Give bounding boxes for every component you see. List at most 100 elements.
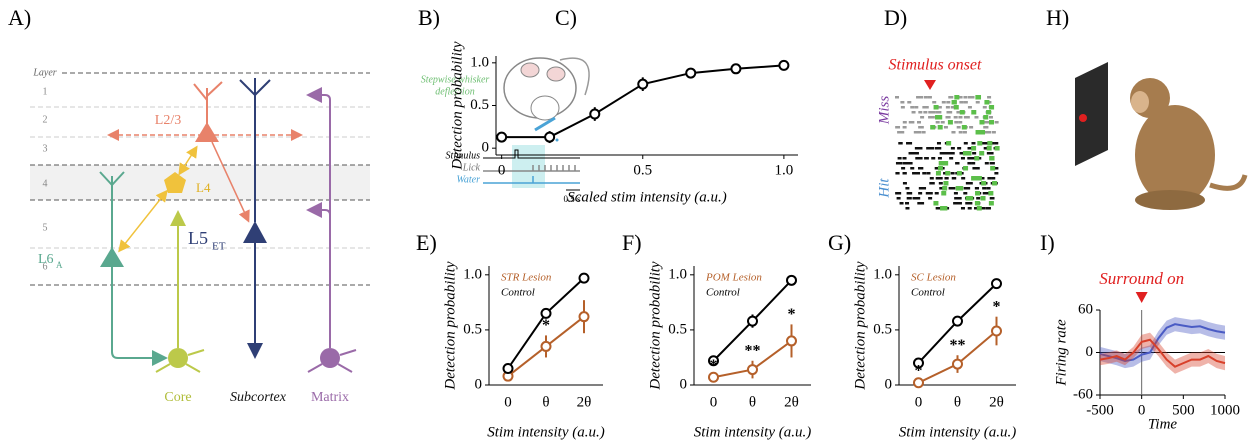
raster-tick bbox=[967, 207, 972, 210]
raster-tick bbox=[951, 177, 956, 180]
raster-tick bbox=[931, 111, 936, 114]
raster-tick bbox=[956, 126, 961, 129]
raster-tick bbox=[963, 142, 968, 145]
neuron-label-sub: A bbox=[56, 260, 63, 270]
monkey-face bbox=[1131, 91, 1149, 113]
y-tick-label: 0.5 bbox=[463, 321, 482, 337]
raster-tick bbox=[976, 197, 981, 200]
raster-tick bbox=[937, 147, 942, 150]
significance-mark: * bbox=[788, 306, 796, 323]
raster-tick bbox=[949, 96, 954, 99]
raster-tick bbox=[943, 152, 948, 155]
lick-mark bbox=[961, 125, 967, 130]
raster-tick bbox=[967, 157, 972, 160]
raster-tick bbox=[982, 187, 987, 190]
panel-label: H) bbox=[1046, 5, 1069, 30]
data-point bbox=[685, 67, 697, 79]
target-label: Matrix bbox=[311, 390, 349, 405]
panel-labels: A) B) C) D) E) F) G) H) I) bbox=[8, 5, 1069, 255]
lick-mark bbox=[989, 105, 995, 110]
raster-tick bbox=[902, 182, 907, 185]
raster-tick bbox=[905, 162, 910, 165]
whisker-label: Stepwise whisker bbox=[421, 74, 490, 85]
raster-tick bbox=[931, 157, 936, 160]
raster-tick bbox=[963, 192, 968, 195]
layer-numbers: 1 2 3 4 5 6 bbox=[43, 86, 48, 272]
raster-tick bbox=[910, 167, 915, 170]
lick-mark bbox=[935, 115, 941, 120]
raster-tick bbox=[926, 147, 931, 150]
raster-tick bbox=[918, 157, 923, 160]
lick-mark bbox=[992, 181, 998, 186]
y-tick-label: 60 bbox=[1078, 301, 1093, 317]
raster-tick bbox=[928, 116, 933, 119]
x-tick-label: 1000 bbox=[1210, 402, 1240, 418]
lick-mark bbox=[943, 161, 949, 166]
raster-tick bbox=[968, 182, 973, 185]
lick-mark bbox=[933, 105, 939, 110]
water-drop bbox=[555, 138, 559, 142]
data-point bbox=[578, 272, 590, 284]
circuit-diagram: Layer 1 2 3 4 5 6 L2/3 L5 ET bbox=[30, 67, 370, 405]
raster-tick bbox=[910, 106, 915, 109]
raster-tick bbox=[898, 162, 903, 165]
raster-tick bbox=[928, 147, 933, 150]
data-point bbox=[544, 131, 556, 143]
x-axis-label: Time bbox=[1148, 416, 1178, 432]
raster-tick bbox=[994, 121, 999, 124]
lick-mark bbox=[968, 196, 974, 201]
y-tick-label: 1.0 bbox=[668, 266, 687, 282]
lick-mark bbox=[943, 181, 949, 186]
raster-tick bbox=[902, 157, 907, 160]
raster-tick bbox=[897, 192, 902, 195]
raster-tick bbox=[991, 131, 996, 134]
monkey-tail bbox=[1209, 174, 1248, 191]
raster-tick bbox=[953, 192, 958, 195]
matrix-soma bbox=[320, 348, 340, 368]
raster-tick bbox=[935, 177, 940, 180]
raster-tick bbox=[918, 167, 923, 170]
raster-tick bbox=[957, 202, 962, 205]
data-point bbox=[952, 315, 963, 327]
annotation-marker bbox=[1135, 292, 1148, 303]
y-tick-label: 0 bbox=[680, 376, 688, 392]
raster-tick bbox=[970, 96, 975, 99]
raster-tick bbox=[985, 131, 990, 134]
lick-mark bbox=[994, 146, 1000, 151]
raster-tick bbox=[915, 157, 920, 160]
lick-mark bbox=[986, 110, 992, 115]
raster-tick bbox=[971, 142, 976, 145]
x-tick-label: 0 bbox=[498, 162, 506, 178]
raster-tick bbox=[946, 101, 951, 104]
data-point bbox=[991, 278, 1002, 290]
raster-tick bbox=[948, 187, 953, 190]
x-axis-label: Stim intensity (a.u.) bbox=[899, 424, 1016, 440]
neuron-label: L6 bbox=[38, 252, 54, 267]
x-tick-label: θ bbox=[542, 394, 549, 410]
raster-tick bbox=[901, 167, 906, 170]
raster-tick bbox=[970, 157, 975, 160]
lick-mark bbox=[962, 151, 968, 156]
raster-tick bbox=[994, 172, 999, 175]
x-axis-label: Stim intensity (a.u.) bbox=[487, 424, 604, 440]
water-trace bbox=[483, 176, 580, 184]
screen bbox=[1075, 62, 1108, 166]
y-tick-label: 0.5 bbox=[873, 321, 892, 337]
lick-mark bbox=[988, 191, 994, 196]
raster-tick bbox=[903, 162, 908, 165]
series-line bbox=[1099, 323, 1226, 363]
l23-soma bbox=[195, 122, 219, 142]
y-axis-label: Detection probability bbox=[442, 261, 458, 391]
raster-tick bbox=[960, 207, 965, 210]
x-tick-label: 2θ bbox=[784, 394, 799, 410]
layer-number: 1 bbox=[43, 86, 48, 97]
raster-tick bbox=[943, 172, 948, 175]
core-soma bbox=[168, 348, 188, 368]
lick-mark bbox=[975, 191, 981, 196]
data-point bbox=[730, 63, 742, 75]
l4-connections bbox=[118, 145, 198, 253]
raster-tick bbox=[913, 152, 918, 155]
lick-mark bbox=[976, 130, 982, 135]
data-point bbox=[913, 377, 924, 389]
